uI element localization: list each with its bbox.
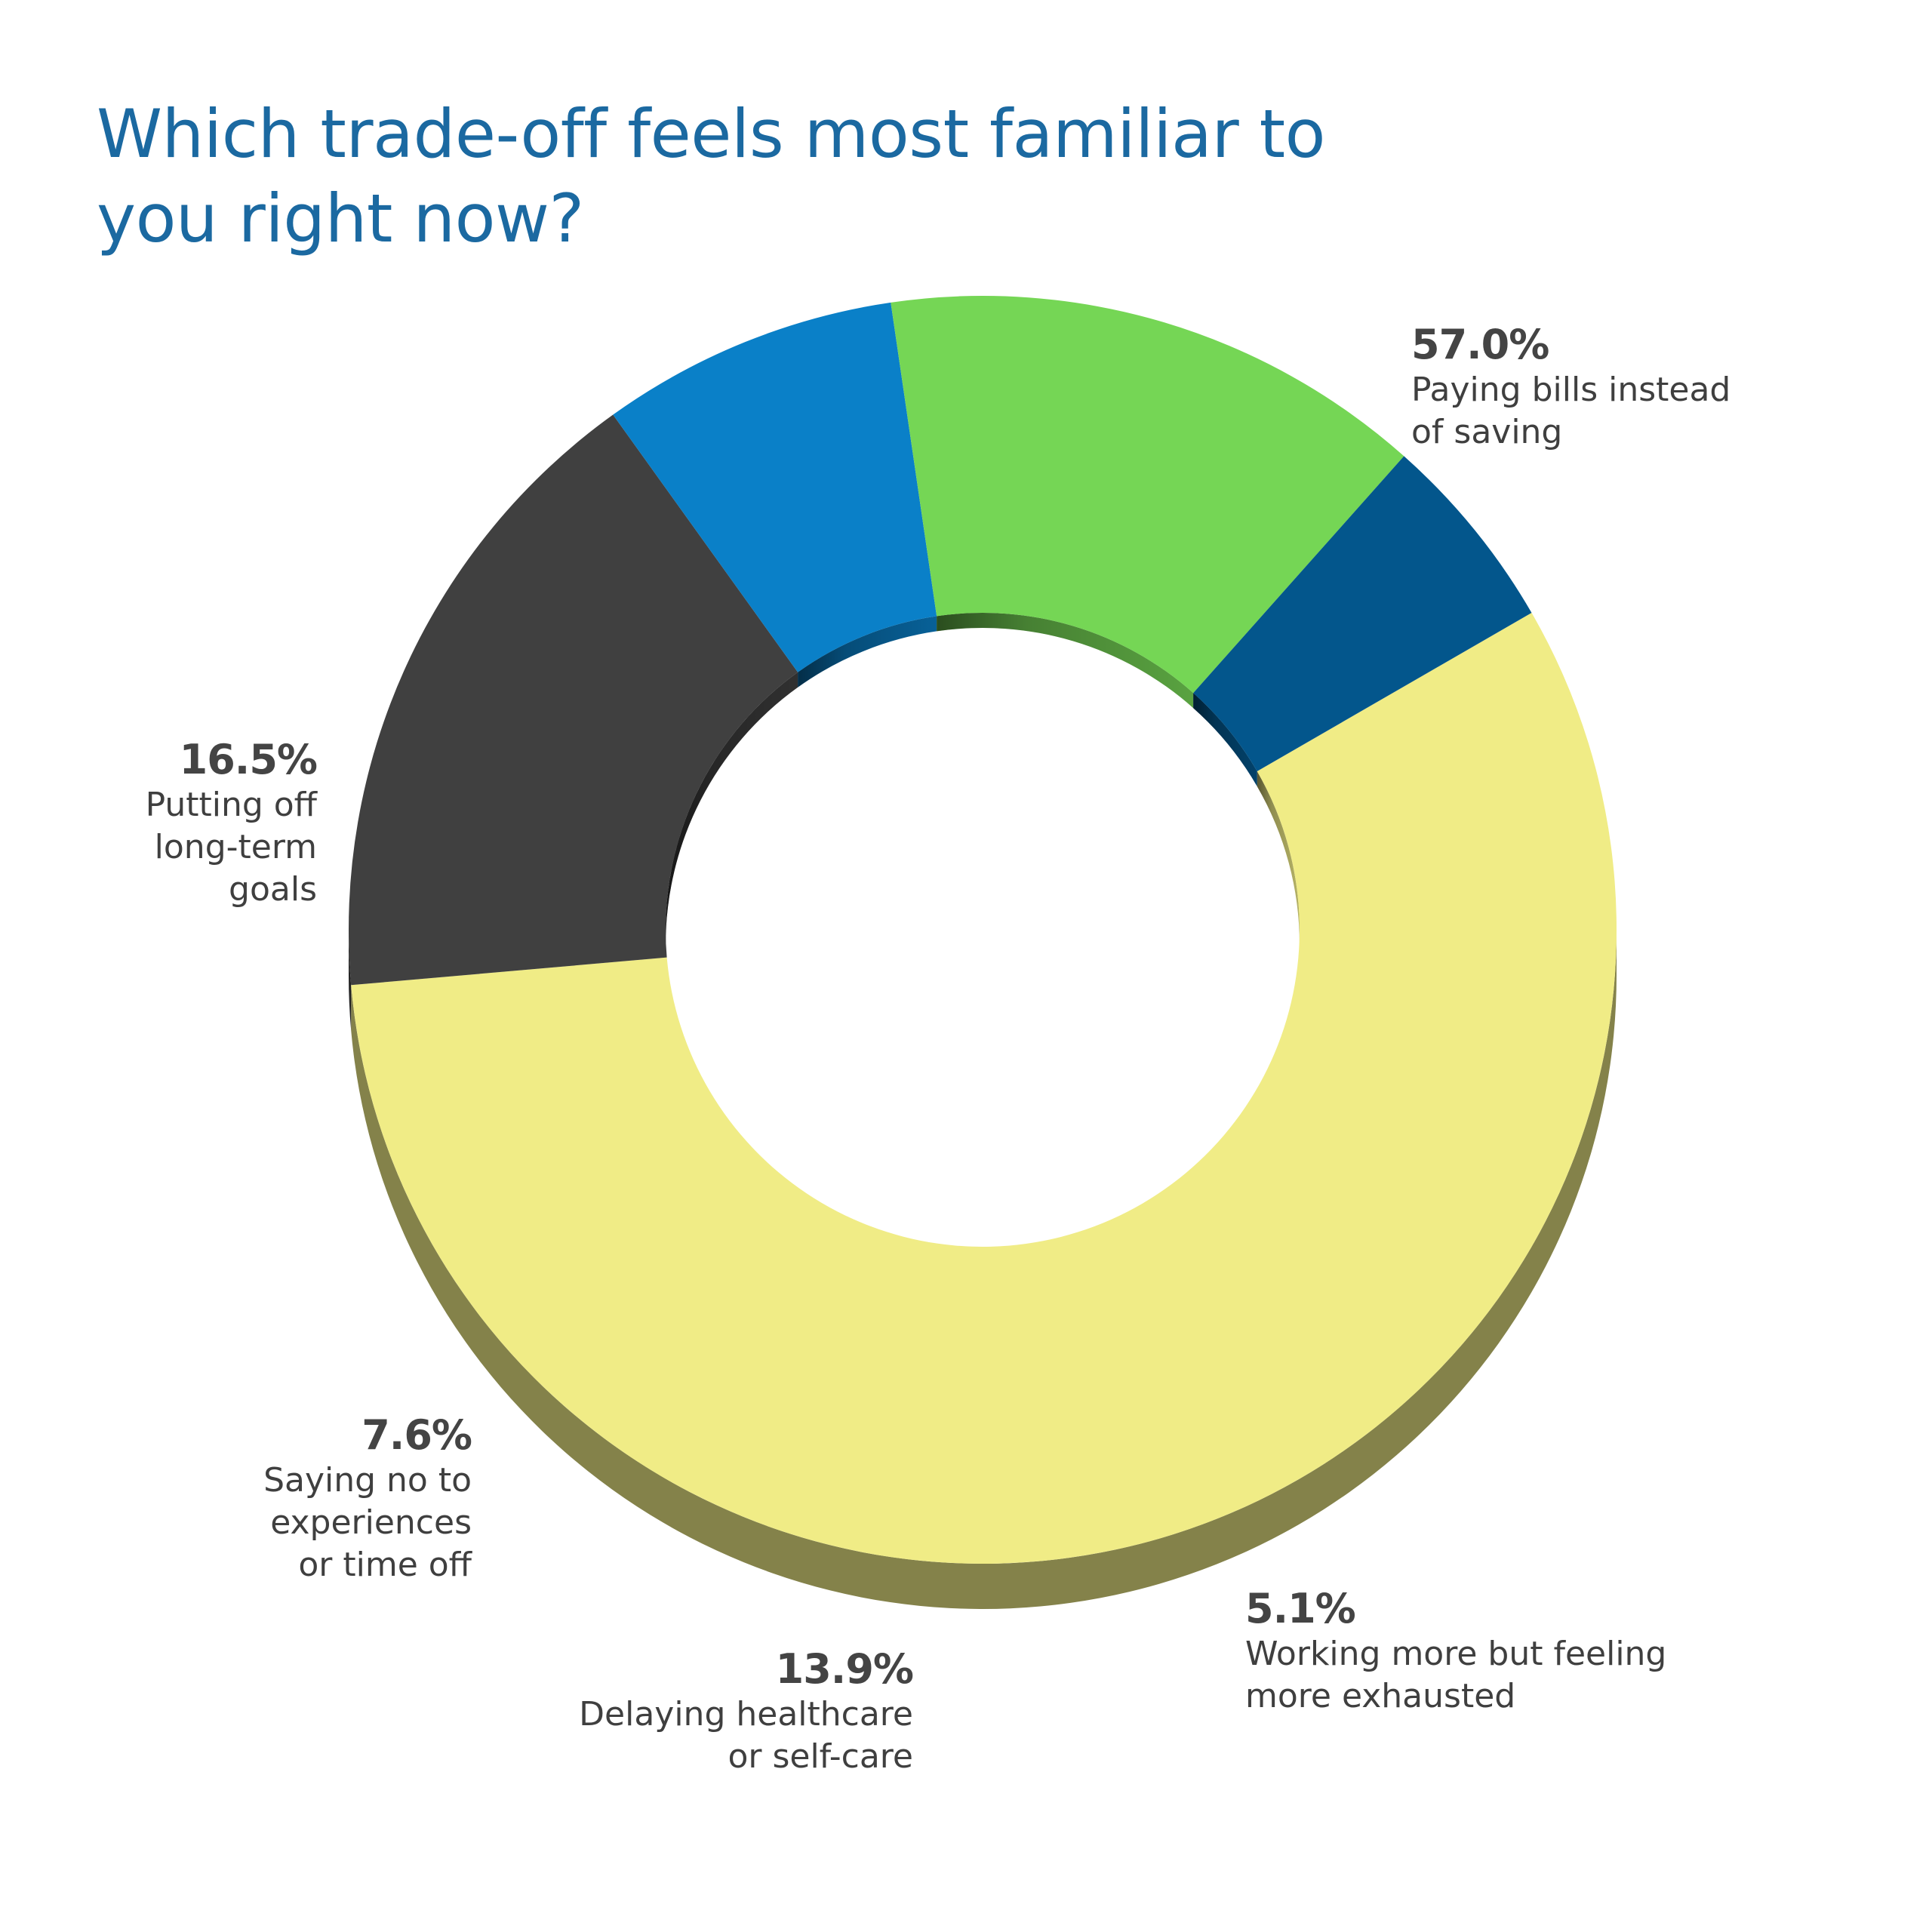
slice-value-label: 13.9% — [775, 1645, 914, 1693]
slice-value-label: 7.6% — [361, 1411, 472, 1459]
slice-value-label: 57.0% — [1411, 321, 1549, 368]
donut-slice-1 — [349, 414, 798, 986]
donut-inner-shadow-2-0 — [798, 616, 937, 688]
chart-title-line-1: Which trade-off feels most familiar to — [97, 95, 1325, 173]
slice-value-label: 5.1% — [1245, 1585, 1356, 1632]
donut-slice-0 — [351, 613, 1617, 1564]
slice-category-label: Putting off long-term goals — [145, 786, 317, 909]
slice-category-label: Working more but feeling more exhausted — [1245, 1635, 1667, 1715]
donut-slice-3 — [891, 295, 1404, 694]
slice-category-label: Saying no to experiences or time off — [263, 1461, 472, 1584]
donut-inner-shadow-3-0 — [937, 613, 1194, 709]
donut-slices — [349, 295, 1617, 1564]
slice-label-experiences: 7.6% Saying no to experiences or time of… — [166, 1411, 472, 1586]
slice-label-paying-bills: 57.0% Paying bills instead of saving — [1411, 321, 1834, 454]
donut-inner-shadow-0-0 — [1257, 771, 1300, 945]
donut-inner-shadow-4-0 — [1193, 693, 1257, 786]
slice-label-long-term-goals: 16.5% Putting off long-term goals — [75, 736, 318, 911]
donut-side-1 — [349, 930, 352, 1031]
chart-title: Which trade-off feels most familiar to y… — [97, 92, 1531, 261]
slice-label-working-more: 5.1% Working more but feeling more exhau… — [1245, 1585, 1713, 1718]
donut-side-walls — [349, 930, 1617, 1610]
slice-category-label: Delaying healthcare or self-care — [579, 1695, 913, 1776]
donut-inner-shadow-1-0 — [666, 672, 798, 945]
donut-inner-walls — [666, 613, 1300, 1262]
slice-value-label: 16.5% — [179, 736, 318, 783]
slice-category-label: Paying bills instead of saving — [1411, 371, 1731, 451]
chart-title-line-2: you right now? — [97, 180, 584, 257]
slice-label-healthcare: 13.9% Delaying healthcare or self-care — [483, 1645, 914, 1778]
donut-slice-4 — [1193, 456, 1532, 771]
donut-slice-2 — [613, 302, 937, 672]
